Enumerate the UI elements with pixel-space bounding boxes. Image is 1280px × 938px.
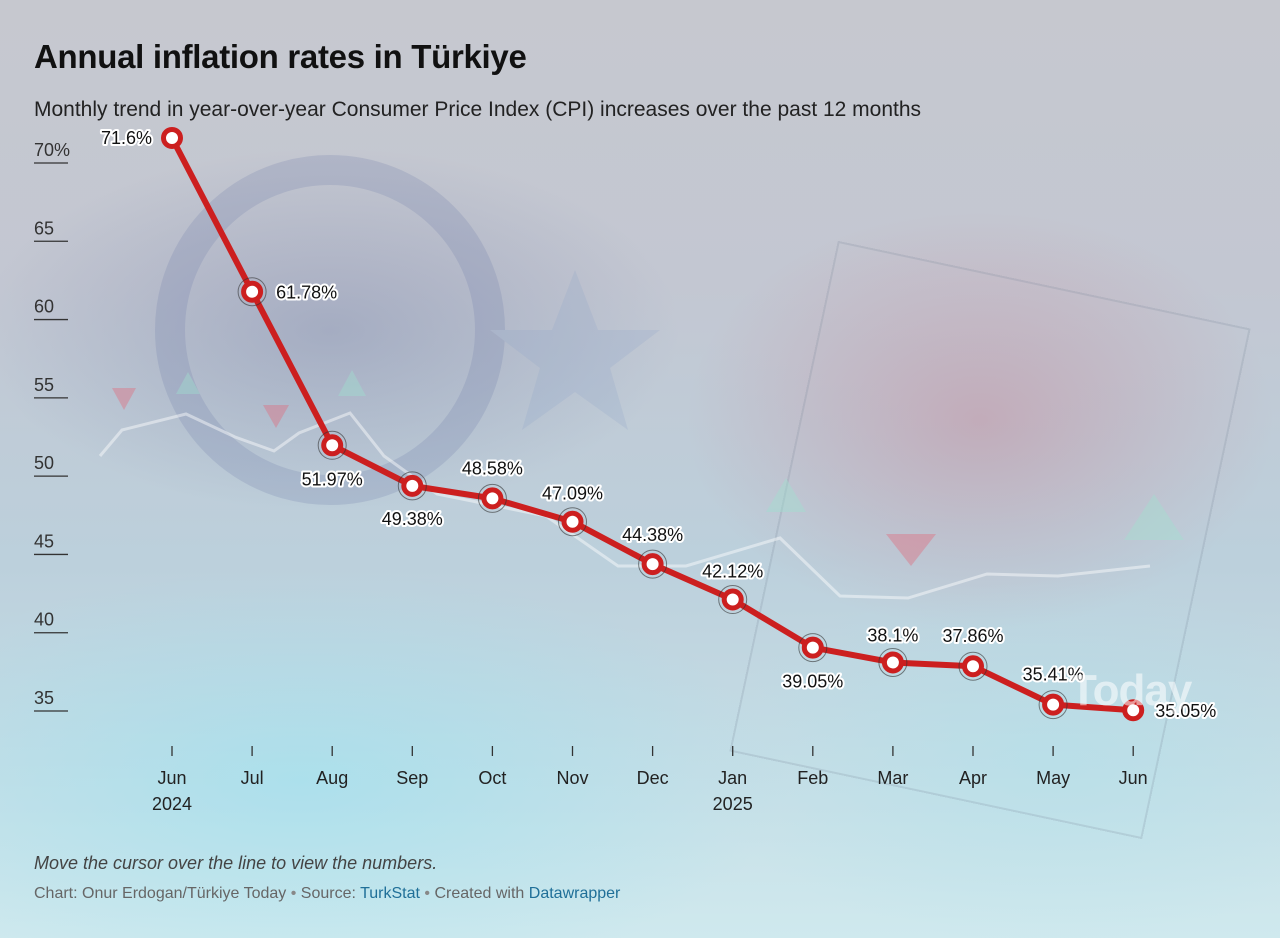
data-label: 37.86%	[942, 626, 1003, 646]
data-label: 61.78%	[276, 283, 337, 303]
x-tick-label: Apr	[959, 768, 987, 788]
data-point	[878, 647, 908, 677]
data-point	[638, 549, 668, 579]
data-point	[798, 633, 828, 663]
series-line-group	[169, 134, 1137, 714]
data-point	[477, 483, 507, 513]
x-year-label: 2024	[152, 794, 192, 814]
data-point-marker	[641, 553, 664, 576]
data-label: 35.41%	[1023, 665, 1084, 685]
x-tick-label: Jan	[718, 768, 747, 788]
data-label: 38.1%	[867, 625, 918, 645]
data-point-marker	[721, 588, 744, 611]
y-tick-label: 55	[34, 375, 54, 395]
data-point-halo	[798, 633, 828, 663]
data-point	[397, 471, 427, 501]
data-point-halo	[558, 507, 587, 537]
x-tick-label: Jun	[1119, 768, 1148, 788]
data-point-halo	[1038, 690, 1068, 720]
data-point	[161, 126, 183, 149]
data-label: 44.38%	[622, 525, 683, 545]
data-label: 48.58%	[462, 458, 523, 478]
data-point-halo	[317, 430, 347, 460]
data-point	[1038, 690, 1068, 720]
data-point-halo	[237, 277, 267, 307]
footer-source-label: Source:	[300, 885, 356, 902]
x-tick-label: Jun	[157, 768, 186, 788]
data-point-marker	[1122, 699, 1145, 722]
datawrapper-link[interactable]: Datawrapper	[528, 885, 621, 902]
data-point	[558, 507, 587, 537]
data-label: 42.12%	[702, 562, 763, 582]
chart-subtitle: Monthly trend in year-over-year Consumer…	[34, 98, 922, 121]
data-point-halo	[638, 549, 668, 579]
footer-created-label: Created with	[434, 885, 525, 902]
x-tick-label: Jul	[241, 768, 264, 788]
data-labels: 71.6% 61.78% 51.97% 49.38% 48.58% 47.09% 44.38…	[99, 126, 1218, 723]
data-point	[958, 651, 988, 681]
data-point-marker	[401, 474, 424, 497]
footer-separator: •	[424, 885, 431, 902]
data-point-halo	[718, 585, 748, 615]
data-point-marker	[561, 510, 584, 533]
data-point-halo	[477, 483, 507, 513]
x-tick-label: Sep	[396, 768, 428, 788]
y-tick-label: 50	[34, 453, 54, 473]
x-tick-label: Dec	[637, 768, 669, 788]
data-point-marker	[241, 280, 264, 303]
data-label: 39.05%	[782, 672, 843, 692]
data-points	[161, 126, 1145, 722]
data-point-halo	[397, 471, 427, 501]
x-tick-label: Mar	[877, 768, 908, 788]
y-tick-label: 70%	[34, 140, 70, 160]
data-label: 47.09%	[542, 484, 603, 504]
chart-footer: Chart: Onur Erdogan/Türkiye Today • Sour…	[34, 885, 620, 903]
y-tick-label: 60	[34, 297, 54, 317]
x-axis: Jun 2024 Jul Aug Sep Oct Nov Dec Jan 2025 Feb Mar Ap…	[152, 746, 1148, 814]
data-point-marker	[962, 655, 984, 678]
data-point-marker	[1042, 693, 1065, 716]
y-tick-label: 40	[34, 610, 54, 630]
x-tick-label: Oct	[478, 768, 506, 788]
data-point-marker	[881, 651, 904, 674]
data-point-marker	[801, 636, 824, 659]
x-tick-label: Aug	[316, 768, 348, 788]
x-year-label: 2025	[713, 794, 753, 814]
series-line	[169, 134, 1137, 714]
data-point	[1122, 699, 1145, 722]
y-tick-label: 35	[34, 688, 54, 708]
y-axis: 35 40 45 50 55 60 65 70%	[34, 140, 70, 712]
chart-title: Annual inflation rates in Türkiye	[34, 38, 527, 75]
y-tick-label: 65	[34, 218, 54, 238]
data-point	[317, 430, 347, 460]
data-label: 51.97%	[302, 469, 363, 489]
data-point	[718, 585, 748, 615]
x-tick-label: May	[1036, 768, 1070, 788]
footer-separator: •	[290, 885, 297, 902]
data-label: 49.38%	[382, 509, 443, 529]
data-label: 35.05%	[1155, 701, 1216, 721]
chart-note: Move the cursor over the line to view th…	[34, 853, 438, 873]
y-tick-label: 45	[34, 531, 54, 551]
data-point-marker	[481, 487, 504, 510]
data-point-marker	[321, 434, 344, 457]
x-tick-label: Feb	[797, 768, 828, 788]
footer-credit: Chart: Onur Erdogan/Türkiye Today	[34, 885, 287, 902]
source-link[interactable]: TurkStat	[360, 885, 420, 902]
data-point-halo	[958, 651, 988, 681]
data-label: 71.6%	[101, 128, 152, 148]
data-point	[237, 277, 267, 307]
watermark-logo: Today	[1070, 666, 1192, 715]
x-tick-label: Nov	[556, 768, 588, 788]
data-point-marker	[161, 126, 183, 149]
data-point-halo	[878, 647, 908, 677]
